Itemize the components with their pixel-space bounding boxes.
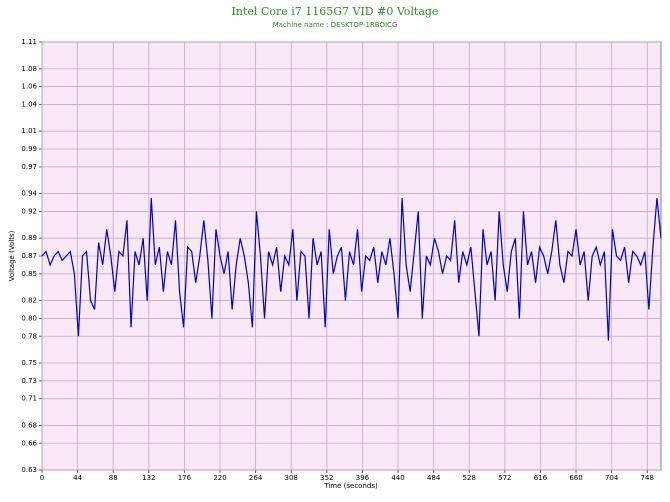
x-tick-label: 132 (142, 474, 155, 482)
x-tick-label: 396 (356, 474, 370, 482)
y-tick-label: 1.06 (21, 83, 37, 91)
x-tick-label: 176 (178, 474, 192, 482)
x-tick-label: 44 (73, 474, 82, 482)
x-tick-label: 616 (534, 474, 548, 482)
x-tick-label: 528 (463, 474, 476, 482)
x-tick-label: 88 (109, 474, 118, 482)
x-axis-label: Time (seconds) (323, 482, 378, 490)
x-tick-label: 308 (285, 474, 298, 482)
chart-subtitle: Machine name : DESKTOP-1RBOICG (273, 21, 398, 29)
y-tick-label: 0.99 (21, 145, 37, 153)
x-tick-label: 572 (498, 474, 511, 482)
y-tick-label: 0.85 (21, 270, 37, 278)
y-tick-label: 0.71 (21, 395, 37, 403)
y-tick-label: 0.94 (21, 190, 37, 198)
y-tick-label: 1.11 (21, 38, 37, 46)
y-tick-label: 0.87 (21, 252, 37, 260)
x-tick-label: 704 (605, 474, 619, 482)
y-tick-label: 1.01 (21, 127, 37, 135)
x-tick-label: 220 (213, 474, 226, 482)
y-tick-label: 0.63 (21, 466, 37, 474)
y-tick-label: 1.08 (21, 65, 37, 73)
chart-title: Intel Core i7 1165G7 VID #0 Voltage (232, 5, 439, 18)
y-tick-label: 0.89 (21, 234, 37, 242)
data-line (41, 197, 662, 341)
x-tick-label: 0 (40, 474, 44, 482)
y-axis-label: Voltage (Volts) (8, 230, 16, 281)
y-tick-label: 0.80 (21, 314, 37, 322)
x-tick-label: 748 (641, 474, 654, 482)
y-tick-label: 0.73 (21, 377, 37, 385)
y-tick-label: 0.66 (21, 439, 37, 447)
x-tick-label: 352 (320, 474, 333, 482)
x-tick-label: 440 (391, 474, 404, 482)
x-tick-label: 484 (427, 474, 441, 482)
y-tick-label: 0.78 (21, 332, 37, 340)
y-tick-label: 1.04 (21, 100, 37, 108)
y-tick-label: 0.75 (21, 359, 37, 367)
x-tick-label: 660 (569, 474, 582, 482)
y-tick-label: 0.68 (21, 421, 37, 429)
x-tick-label: 264 (249, 474, 263, 482)
y-tick-label: 0.82 (21, 297, 37, 305)
y-tick-label: 0.92 (21, 207, 37, 215)
y-tick-label: 0.97 (21, 163, 37, 171)
